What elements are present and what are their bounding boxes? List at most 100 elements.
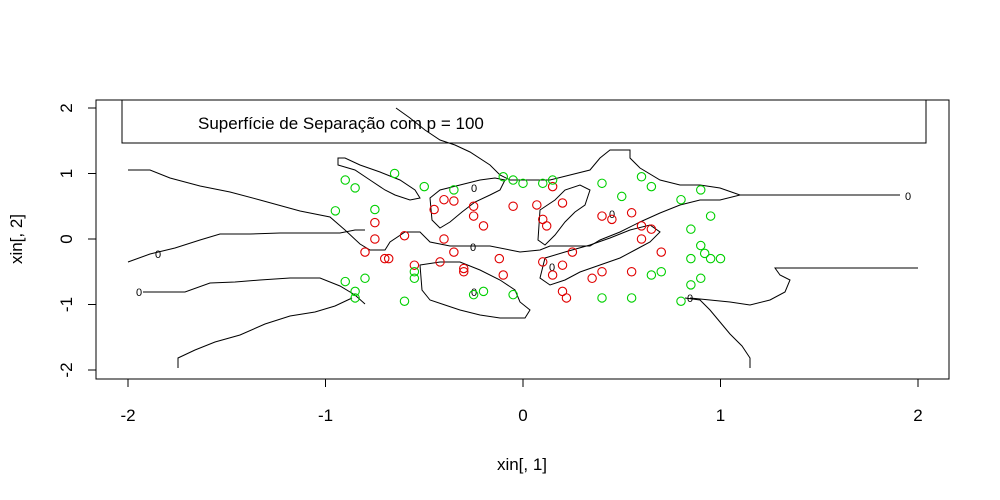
class-2-point: [340, 276, 350, 287]
y-tick-label: 2: [57, 103, 76, 112]
class-1-point: [587, 273, 597, 284]
class-1-point: [409, 260, 420, 270]
contour-label: 0: [687, 293, 693, 305]
class-2-point: [360, 273, 370, 284]
class-2-point: [636, 172, 647, 182]
class-2-point: [695, 185, 706, 195]
class-1-point: [370, 217, 380, 228]
class-1-point: [449, 196, 459, 206]
class-1-point: [646, 224, 657, 234]
class-1-point: [557, 198, 568, 208]
class-2-point: [389, 168, 400, 179]
class-1-point: [557, 260, 568, 270]
class-2-point: [350, 183, 360, 193]
contour-line-7: [429, 177, 506, 229]
class-2-point: [478, 286, 489, 297]
class-2-point: [508, 289, 518, 300]
class-1-point: [468, 201, 479, 212]
class-2-point: [656, 266, 666, 277]
class-2-point: [646, 181, 657, 192]
class-2-point: [449, 185, 459, 195]
class-1-point: [626, 208, 637, 218]
contour-line-4: [177, 297, 353, 368]
contour-label: 0: [155, 249, 161, 261]
contour-line-1: [128, 169, 900, 253]
class-1-point: [439, 194, 449, 205]
contour-label: 0: [471, 287, 477, 299]
contour-label: 0: [471, 183, 477, 195]
class-2-point: [695, 273, 706, 284]
class-2-point: [498, 172, 508, 182]
class-2-point: [350, 293, 360, 303]
x-tick-label: -1: [318, 406, 333, 425]
class-2-point: [518, 178, 528, 189]
x-axis: -2 -1 0 1 2: [120, 378, 923, 425]
class-1-point: [597, 266, 607, 277]
contour-line-6: [337, 157, 421, 201]
x-tick-label: 0: [518, 406, 527, 425]
points-layer: [330, 168, 726, 306]
class-1-point: [508, 201, 518, 212]
class-2-point: [676, 296, 686, 306]
class-2-point: [695, 240, 706, 251]
y-axis-title: xin[, 2]: [7, 214, 26, 264]
contour-line-2: [127, 229, 365, 263]
class-2-point: [699, 248, 710, 259]
y-tick-label: -1: [57, 297, 76, 312]
class-2-point: [686, 253, 696, 264]
x-tick-label: -2: [120, 406, 135, 425]
class-2-point: [705, 253, 716, 264]
class-2-point: [626, 293, 637, 303]
contour-line-11: [684, 297, 751, 368]
class-1-point: [494, 253, 505, 264]
class-2-point: [330, 206, 341, 216]
class-2-point: [597, 178, 607, 189]
class-2-point: [350, 286, 360, 297]
class-1-point: [429, 204, 439, 215]
x-tick-label: 1: [716, 406, 725, 425]
class-1-point: [478, 221, 489, 231]
class-1-point: [532, 200, 542, 210]
class-1-point: [561, 293, 572, 303]
class-2-point: [705, 211, 716, 221]
class-1-point: [435, 257, 445, 267]
class-1-point: [537, 257, 548, 267]
class-1-point: [379, 253, 390, 264]
class-2-point: [616, 191, 627, 202]
y-tick-label: -2: [57, 362, 76, 377]
y-axis: -2 -1 0 1 2: [57, 103, 97, 378]
class-1-point: [449, 247, 459, 257]
class-1-point: [636, 221, 647, 231]
class-1-point: [383, 253, 394, 264]
class-1-point: [547, 270, 558, 280]
class-1-point: [360, 247, 370, 257]
class-2-point: [537, 178, 548, 189]
class-1-point: [636, 234, 647, 244]
legend-text: Superfície de Separação com p = 100: [198, 114, 484, 133]
y-tick-label: 0: [57, 234, 76, 243]
class-1-point: [541, 221, 552, 231]
class-2-point: [597, 293, 607, 303]
class-2-point: [715, 253, 726, 264]
contour-label: 0: [136, 287, 142, 299]
class-1-point: [498, 270, 508, 280]
class-2-point: [676, 194, 686, 205]
contour-label: 0: [905, 191, 911, 203]
class-1-point: [547, 181, 558, 192]
x-axis-title: xin[, 1]: [497, 455, 547, 474]
contour-line-10: [539, 224, 661, 286]
class-1-point: [458, 263, 469, 274]
class-2-point: [370, 204, 380, 215]
class-1-point: [468, 211, 479, 221]
class-1-point: [607, 214, 617, 225]
class-2-point: [409, 266, 420, 277]
class-1-point: [399, 230, 410, 241]
contour-line-8: [537, 184, 591, 246]
x-tick-label: 2: [913, 406, 922, 425]
contour-label: 0: [470, 242, 476, 254]
legend-box: Superfície de Separação com p = 100: [121, 99, 927, 144]
class-1-point: [626, 266, 637, 277]
class-2-point: [468, 289, 479, 300]
